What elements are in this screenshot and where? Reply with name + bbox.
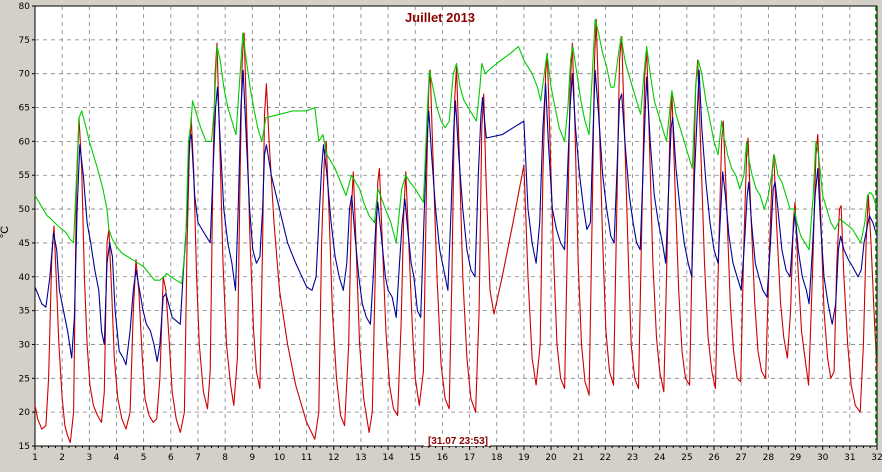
x-tick-label: 6	[168, 453, 174, 463]
x-tick-label: 4	[114, 453, 120, 463]
x-tick-label: 3	[86, 453, 92, 463]
y-tick-label: 25	[19, 374, 30, 384]
y-tick-label: 45	[19, 239, 30, 249]
y-tick-label: 60	[19, 137, 31, 147]
x-tick-label: 22	[600, 453, 611, 463]
series-line-3	[34, 18, 878, 285]
x-tick-label: 25	[681, 453, 692, 463]
x-tick-label: 29	[790, 453, 802, 463]
y-tick-label: 30	[19, 340, 31, 350]
chart-title: Juillet 2013	[405, 10, 475, 25]
x-tick-label: 21	[572, 453, 583, 463]
timestamp-label: [31.07 23:53]	[428, 436, 488, 447]
y-tick-label: 75	[19, 36, 30, 46]
x-tick-label: 17	[464, 453, 475, 463]
timestamp-box	[424, 434, 490, 446]
x-tick-label: 28	[763, 453, 775, 463]
x-tick-label: 32	[871, 453, 882, 463]
x-tick-label: 5	[141, 453, 147, 463]
x-tick-label: 11	[301, 453, 312, 463]
y-tick-label: 55	[19, 171, 30, 181]
y-tick-label: 80	[19, 2, 31, 12]
y-axis-ticks: 15 20 25 30 35 40 45 50 55 60 65 70 75 80	[19, 2, 35, 452]
y-tick-label: 15	[19, 442, 30, 452]
x-tick-label: 12	[328, 453, 339, 463]
x-tick-label: 19	[518, 453, 530, 463]
x-tick-label: 18	[491, 453, 503, 463]
x-tick-label: 2	[59, 453, 65, 463]
x-axis-ticks: 1 2 3 4 5 6 7 8 9 10 11 12 13 14 15 16 17 18 19 20 21 22 23 24 2…	[32, 446, 882, 463]
x-tick-label: 23	[627, 453, 638, 463]
series-line-2	[34, 69, 878, 366]
y-tick-label: 65	[19, 104, 30, 114]
y-tick-label: 50	[19, 205, 31, 215]
x-tick-label: 15	[410, 453, 421, 463]
x-tick-label: 30	[817, 453, 829, 463]
x-tick-label: 14	[382, 453, 394, 463]
x-tick-label: 24	[654, 453, 666, 463]
y-axis-label: °C	[0, 226, 11, 238]
x-tick-label: 26	[708, 453, 720, 463]
x-tick-label: 13	[355, 453, 366, 463]
x-tick-label: 1	[32, 453, 38, 463]
data-series	[34, 18, 878, 444]
y-tick-label: 20	[19, 408, 31, 418]
y-tick-label: 40	[19, 273, 31, 283]
x-tick-label: 10	[274, 453, 286, 463]
x-tick-label: 9	[249, 453, 255, 463]
x-tick-label: 31	[844, 453, 855, 463]
x-tick-label: 16	[437, 453, 449, 463]
x-tick-label: 8	[222, 453, 228, 463]
x-tick-label: 7	[195, 453, 201, 463]
series-line-1	[34, 18, 878, 444]
y-tick-label: 35	[19, 307, 30, 317]
x-tick-label: 27	[735, 453, 746, 463]
x-tick-label: 20	[545, 453, 557, 463]
y-tick-label: 70	[19, 70, 31, 80]
